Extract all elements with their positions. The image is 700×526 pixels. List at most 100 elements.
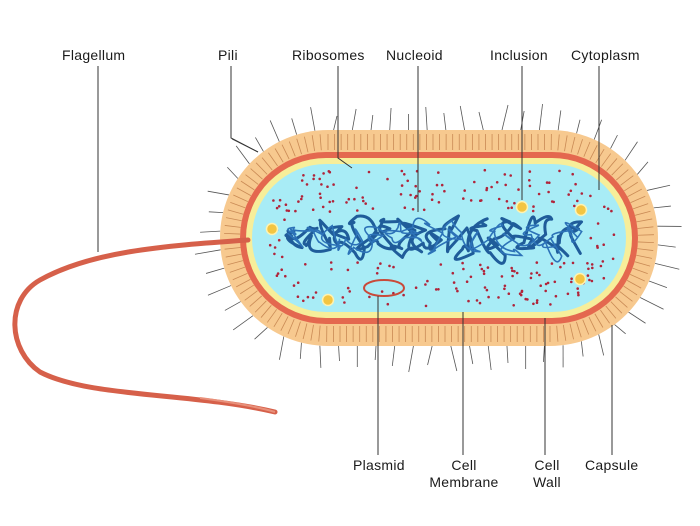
capsule-hatch-line <box>637 234 654 236</box>
capsule-hatch-line <box>310 324 314 341</box>
ribosome <box>590 263 594 266</box>
pilus <box>224 301 241 311</box>
ribosome <box>587 267 590 271</box>
ribosome <box>545 181 549 184</box>
capsule-hatch-line <box>557 134 560 151</box>
ribosome <box>300 197 303 201</box>
ribosome <box>439 263 443 266</box>
ribosome <box>485 188 488 192</box>
ribosome <box>403 173 406 176</box>
ribosome <box>467 299 470 303</box>
ribosome <box>531 209 535 213</box>
pilus <box>543 345 545 363</box>
ribosome <box>400 169 404 173</box>
ribosome <box>328 210 332 213</box>
capsule-hatch-line <box>249 295 263 307</box>
ribosome <box>463 189 467 192</box>
ribosome <box>505 200 509 203</box>
ribosome <box>535 301 539 305</box>
label-pili: Pili <box>218 47 238 63</box>
capsule-hatch-line <box>240 180 255 191</box>
capsule-hatch-line <box>318 325 321 342</box>
ribosome <box>283 218 286 221</box>
ribosome <box>558 169 561 173</box>
capsule-hatch-line <box>637 248 654 251</box>
ribosome <box>469 275 473 279</box>
capsule-hatch-line <box>629 274 645 282</box>
ribosome <box>418 190 422 193</box>
pilus <box>299 342 302 359</box>
ribosome <box>483 286 487 289</box>
ribosome <box>465 280 469 284</box>
capsule-hatch-line <box>637 241 654 244</box>
capsule-hatch-line <box>225 217 242 222</box>
ribosome <box>328 200 332 204</box>
capsule-hatch-line <box>636 254 653 259</box>
ribosome <box>356 209 359 212</box>
pilus <box>207 190 230 196</box>
ribosome <box>348 290 352 293</box>
inclusion-granules <box>265 200 588 307</box>
ribosome <box>388 264 391 268</box>
pilus <box>646 184 671 191</box>
ribosome <box>329 261 333 264</box>
ribosome <box>532 205 535 208</box>
capsule-hatch-line <box>588 316 597 332</box>
ribosome <box>376 266 380 270</box>
pilus <box>425 106 428 131</box>
ribosome <box>510 266 513 270</box>
ribosome <box>535 299 539 302</box>
ribosome <box>478 301 482 305</box>
pilus <box>269 120 280 142</box>
capsule-hatch-line <box>570 136 576 153</box>
pilus <box>338 345 340 362</box>
capsule-hatch-line <box>626 280 642 289</box>
capsule-hatch-line <box>281 144 290 160</box>
ribosome <box>367 170 371 174</box>
ribosome <box>511 274 514 278</box>
ribosome <box>326 185 329 188</box>
ribosome <box>550 262 554 265</box>
ribosome <box>452 281 456 284</box>
capsule-hatch-line <box>637 226 654 229</box>
ribosome <box>296 281 300 285</box>
pilus <box>208 211 224 214</box>
capsule-hatch-line <box>302 323 308 340</box>
ribosome <box>596 222 600 225</box>
pilus <box>653 205 671 209</box>
capsule-hatch-line <box>610 301 623 314</box>
capsule-hatch-line <box>224 247 241 250</box>
ribosome <box>480 199 483 202</box>
ribosome <box>503 284 507 288</box>
pilus <box>370 114 374 131</box>
ribosome <box>386 177 389 181</box>
ribosome <box>330 267 333 271</box>
ribosome <box>483 168 487 172</box>
ribosome <box>455 287 458 290</box>
ribosome <box>414 196 417 199</box>
capsule-hatch-line <box>245 174 259 185</box>
pilus <box>374 345 377 361</box>
pilus <box>194 249 221 255</box>
ribosome <box>549 303 552 306</box>
ribosome <box>422 208 426 212</box>
pilus <box>232 315 254 331</box>
ribosome <box>280 255 284 259</box>
ribosome <box>456 289 459 293</box>
ribosome <box>345 201 348 204</box>
ribosome <box>343 301 346 304</box>
ribosome <box>547 190 550 194</box>
ribosome <box>297 200 300 203</box>
ribosome <box>589 236 593 240</box>
ribosome <box>305 183 309 186</box>
ribosome <box>431 192 434 196</box>
ribosome <box>529 276 533 280</box>
ribosome <box>284 203 288 206</box>
capsule-hatch-line <box>619 291 633 302</box>
ribosome <box>500 275 504 278</box>
pilus <box>450 345 458 372</box>
capsule-hatch-line <box>634 261 651 267</box>
ribosome <box>312 174 316 177</box>
ribosome <box>504 183 508 187</box>
ribosome <box>355 186 358 190</box>
